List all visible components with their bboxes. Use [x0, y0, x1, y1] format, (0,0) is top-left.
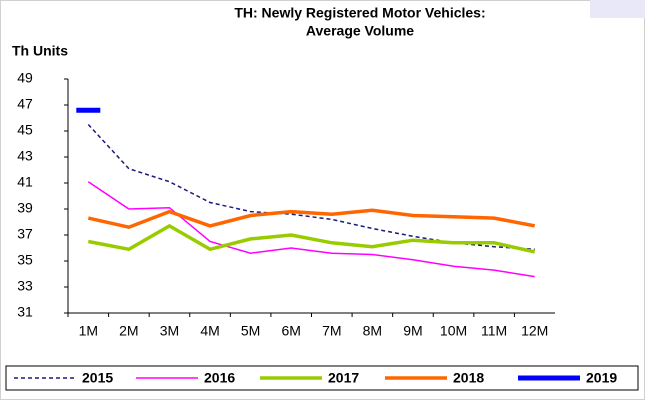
chart-title: TH: Newly Registered Motor Vehicles:	[234, 5, 485, 21]
series-line	[87, 181, 535, 278]
series-line	[87, 223, 536, 254]
x-tick-label: 3M	[160, 323, 179, 339]
x-tick-label: 10M	[440, 323, 467, 339]
x-tick-label: 1M	[79, 323, 98, 339]
x-tick-label: 7M	[322, 323, 341, 339]
y-tick-label: 47	[17, 96, 33, 112]
y-tick-label: 41	[17, 174, 33, 190]
y-tick-label: 43	[17, 148, 33, 164]
legend-label: 2019	[586, 370, 617, 386]
legend-label: 2017	[328, 370, 359, 386]
y-tick-label: 49	[17, 70, 33, 86]
legend-label: 2016	[204, 370, 235, 386]
x-tick-label: 12M	[521, 323, 548, 339]
x-tick-label: 2M	[119, 323, 138, 339]
corner-strip	[590, 0, 645, 18]
y-tick-label: 39	[17, 200, 33, 216]
x-tick-label: 9M	[403, 323, 422, 339]
y-tick-label: 33	[17, 278, 33, 294]
series-line	[87, 208, 536, 230]
x-tick-label: 6M	[281, 323, 300, 339]
legend-label: 2018	[453, 370, 484, 386]
chart-subtitle: Average Volume	[306, 23, 414, 39]
y-tick-label: 45	[17, 122, 33, 138]
x-tick-label: 5M	[241, 323, 260, 339]
y-tick-label: 31	[17, 304, 33, 320]
y-tick-label: 37	[17, 226, 33, 242]
x-tick-label: 11M	[481, 323, 507, 339]
y-axis-label: Th Units	[12, 43, 68, 59]
y-tick-label: 35	[17, 252, 33, 268]
legend-label: 2015	[82, 370, 113, 386]
x-tick-label: 8M	[363, 323, 382, 339]
x-tick-label: 4M	[200, 323, 219, 339]
